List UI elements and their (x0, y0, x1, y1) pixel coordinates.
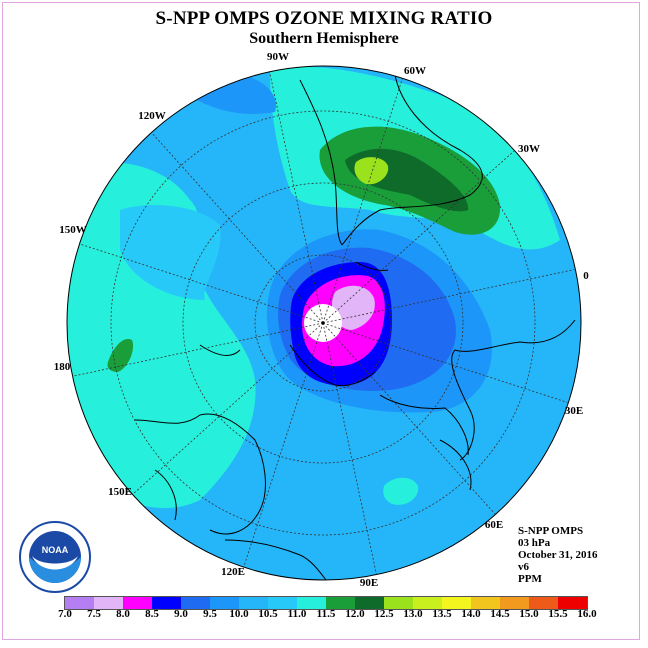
colorbar-tick-label: 8.5 (145, 608, 159, 620)
lon-label-90w: 90W (267, 51, 289, 63)
coastlines (134, 74, 576, 580)
meridian-line (71, 322, 324, 377)
colorbar-tick-label: 15.5 (548, 608, 568, 620)
lon-label-120e: 120E (221, 566, 245, 578)
meridians (71, 71, 575, 575)
colorbar-tick-label: 7.0 (58, 608, 72, 620)
colorbar-swatch (239, 597, 268, 609)
colorbar (64, 596, 588, 610)
lon-label-120w: 120W (138, 110, 166, 122)
ozone-field (67, 66, 581, 580)
info-date: October 31, 2016 (518, 549, 598, 561)
meridian-line (269, 71, 324, 324)
colorbar-swatch (210, 597, 239, 609)
meridian-line (243, 322, 324, 568)
meridian-line (322, 322, 568, 403)
colorbar-tick-label: 7.5 (87, 608, 101, 620)
colorbar-tick-label: 12.5 (374, 608, 394, 620)
info-version: v6 (518, 561, 529, 573)
colorbar-swatch (181, 597, 210, 609)
meridian-line (131, 322, 324, 496)
colorbar-swatch (326, 597, 355, 609)
noaa-logo: NOAA (19, 521, 91, 593)
colorbar-swatch (384, 597, 413, 609)
colorbar-tick-label: 13.5 (432, 608, 452, 620)
lon-label-60w: 60W (404, 65, 426, 77)
colorbar-tick-label: 16.0 (577, 608, 597, 620)
lon-label-30e: 30E (565, 405, 583, 417)
noaa-logo-text: NOAA (42, 545, 69, 555)
colorbar-swatch (297, 597, 326, 609)
map-subtitle: Southern Hemisphere (249, 30, 399, 47)
meridian-line (78, 243, 324, 324)
colorbar-swatch (355, 597, 384, 609)
meridian-line (150, 131, 324, 324)
colorbar-tick-label: 11.0 (287, 608, 307, 620)
colorbar-swatch (442, 597, 471, 609)
info-level: 03 hPa (518, 537, 551, 549)
lon-label-150e: 150E (108, 486, 132, 498)
colorbar-tick-label: 10.0 (229, 608, 249, 620)
colorbar-tick-label: 14.0 (461, 608, 481, 620)
colorbar-swatch (152, 597, 181, 609)
colorbar-ticks: 7.0 7.5 8.0 8.5 9.0 9.5 10.0 10.5 11.0 11.5 12.0 12… (0, 608, 648, 622)
map-title: S-NPP OMPS OZONE MIXING RATIO (155, 8, 493, 29)
meridian-line (322, 322, 496, 515)
colorbar-tick-label: 15.0 (519, 608, 539, 620)
colorbar-tick-label: 12.0 (345, 608, 365, 620)
colorbar-tick-label: 14.5 (490, 608, 510, 620)
colorbar-swatch (529, 597, 558, 609)
latitude-circles (110, 110, 536, 536)
colorbar-tick-label: 9.5 (203, 608, 217, 620)
colorbar-swatch (471, 597, 500, 609)
colorbar-tick-label: 10.5 (258, 608, 278, 620)
info-instrument: S-NPP OMPS (518, 525, 584, 537)
lon-label-30w: 30W (518, 143, 540, 155)
info-units: PPM (518, 573, 542, 585)
lon-label-150w: 150W (59, 224, 87, 236)
meridian-line (322, 322, 377, 575)
colorbar-tick-label: 13.0 (403, 608, 423, 620)
map-boundary (66, 65, 582, 581)
lon-label-180: 180 (54, 361, 71, 373)
meridian-line (322, 150, 515, 324)
meridian-line (322, 78, 403, 324)
figure-frame (2, 2, 640, 640)
colorbar-swatch (558, 597, 587, 609)
colorbar-swatch (500, 597, 529, 609)
colorbar-swatch (94, 597, 123, 609)
meridian-line (322, 269, 575, 324)
info-panel: S-NPP OMPS 03 hPa October 31, 2016 v6 PP… (518, 525, 598, 585)
colorbar-swatch (268, 597, 297, 609)
lon-label-90e: 90E (360, 577, 378, 589)
lon-label-60e: 60E (485, 519, 503, 531)
colorbar-tick-label: 8.0 (116, 608, 130, 620)
colorbar-swatch (413, 597, 442, 609)
colorbar-tick-label: 9.0 (174, 608, 188, 620)
colorbar-swatch (65, 597, 94, 609)
colorbar-swatch (123, 597, 152, 609)
colorbar-tick-label: 11.5 (316, 608, 336, 620)
lon-label-0: 0 (583, 270, 589, 282)
